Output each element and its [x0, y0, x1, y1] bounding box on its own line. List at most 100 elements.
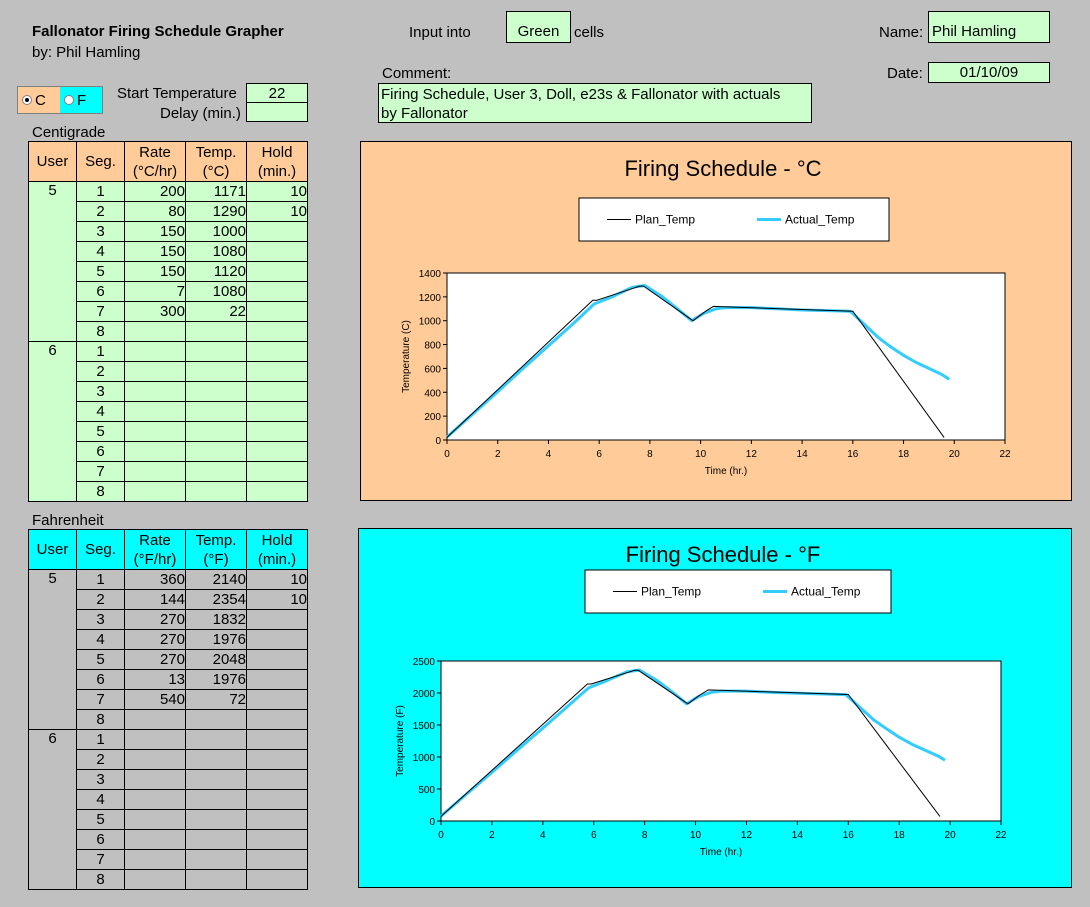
segment-cell: 1 — [76, 341, 125, 362]
user-cell[interactable]: 5 — [28, 569, 77, 730]
user-cell[interactable]: 6 — [28, 729, 77, 890]
date-field[interactable]: 01/10/09 — [928, 62, 1050, 83]
rate-cell[interactable] — [124, 481, 186, 502]
temp-cell[interactable] — [185, 421, 247, 442]
y-tick-label: 1000 — [413, 753, 436, 764]
rate-cell[interactable]: 7 — [124, 281, 186, 302]
hold-cell — [246, 769, 308, 790]
segment-cell: 2 — [76, 749, 125, 770]
temp-cell[interactable]: 1171 — [185, 181, 247, 202]
radio-fahrenheit[interactable]: F — [60, 87, 102, 113]
table-row: 8 — [29, 869, 308, 890]
rate-cell[interactable]: 200 — [124, 181, 186, 202]
x-tick-label: 0 — [438, 830, 444, 841]
temp-cell[interactable] — [185, 381, 247, 402]
rate-cell[interactable]: 150 — [124, 261, 186, 282]
segment-cell: 2 — [76, 361, 125, 382]
rate-cell: 360 — [124, 569, 186, 590]
hold-cell[interactable] — [246, 341, 308, 362]
segment-cell: 6 — [76, 441, 125, 462]
comment-field[interactable]: Firing Schedule, User 3, Doll, e23s & Fa… — [378, 83, 812, 123]
temp-cell[interactable] — [185, 441, 247, 462]
hold-cell[interactable] — [246, 221, 308, 242]
x-tick-label: 4 — [540, 830, 546, 841]
table-row: 5 270 2048 — [29, 649, 308, 670]
rate-cell[interactable] — [124, 421, 186, 442]
radio-fahrenheit-dot[interactable] — [64, 95, 74, 105]
chart-panel-celsius[interactable]: Firing Schedule - °C Plan_Temp Actual_Temp… — [360, 141, 1072, 501]
temp-cell[interactable]: 1000 — [185, 221, 247, 242]
hold-cell[interactable] — [246, 461, 308, 482]
rate-cell[interactable]: 80 — [124, 201, 186, 222]
segment-cell: 7 — [76, 849, 125, 870]
hold-cell[interactable] — [246, 361, 308, 382]
temp-cell[interactable] — [185, 321, 247, 342]
segment-cell: 4 — [76, 401, 125, 422]
temp-cell[interactable]: 22 — [185, 301, 247, 322]
name-field[interactable]: Phil Hamling — [928, 11, 1050, 43]
y-tick-label: 1500 — [413, 721, 436, 732]
y-tick-label: 200 — [424, 412, 441, 423]
hold-cell — [246, 609, 308, 630]
temp-cell[interactable]: 1120 — [185, 261, 247, 282]
hold-cell[interactable]: 10 — [246, 181, 308, 202]
temp-cell[interactable]: 1290 — [185, 201, 247, 222]
hold-cell[interactable] — [246, 421, 308, 442]
rate-cell[interactable] — [124, 441, 186, 462]
temp-cell[interactable] — [185, 361, 247, 382]
temp-cell[interactable] — [185, 341, 247, 362]
hold-cell[interactable] — [246, 401, 308, 422]
start-temp-field[interactable]: 22 — [246, 83, 308, 103]
hold-cell[interactable] — [246, 281, 308, 302]
rate-cell[interactable] — [124, 321, 186, 342]
hold-cell[interactable]: 10 — [246, 201, 308, 222]
temp-cell[interactable] — [185, 481, 247, 502]
delay-field[interactable] — [246, 102, 308, 122]
rate-cell[interactable] — [124, 361, 186, 382]
temp-cell[interactable]: 1080 — [185, 241, 247, 262]
hold-cell[interactable] — [246, 241, 308, 262]
y-tick-label: 2500 — [413, 657, 436, 668]
radio-celsius-dot[interactable] — [22, 95, 32, 105]
temp-cell: 2048 — [185, 649, 247, 670]
rate-cell — [124, 709, 186, 730]
temp-cell[interactable]: 1080 — [185, 281, 247, 302]
rate-cell[interactable]: 150 — [124, 241, 186, 262]
rate-cell[interactable] — [124, 461, 186, 482]
user-cell[interactable]: 5 — [28, 181, 77, 342]
hold-cell[interactable] — [246, 301, 308, 322]
header-seg: Seg. — [76, 529, 125, 570]
rate-cell[interactable]: 300 — [124, 301, 186, 322]
hold-cell[interactable] — [246, 441, 308, 462]
segment-cell: 4 — [76, 241, 125, 262]
hold-cell — [246, 849, 308, 870]
x-tick-label: 20 — [949, 449, 961, 460]
rate-cell — [124, 829, 186, 850]
y-tick-label: 1400 — [419, 269, 442, 280]
segment-cell: 8 — [76, 709, 125, 730]
user-cell[interactable]: 6 — [28, 341, 77, 502]
segment-cell: 5 — [76, 421, 125, 442]
radio-celsius[interactable]: C — [18, 87, 60, 113]
rate-cell — [124, 809, 186, 830]
y-tick-label: 2000 — [413, 689, 436, 700]
header-rate: Rate (°F/hr) — [124, 529, 186, 570]
segment-cell: 8 — [76, 869, 125, 890]
rate-cell[interactable] — [124, 381, 186, 402]
cells-label: cells — [574, 24, 605, 41]
table-row: 2 144 2354 10 — [29, 589, 308, 610]
rate-cell[interactable]: 150 — [124, 221, 186, 242]
segment-cell: 8 — [76, 321, 125, 342]
rate-cell[interactable] — [124, 401, 186, 422]
segment-cell: 5 — [76, 649, 125, 670]
hold-cell[interactable] — [246, 261, 308, 282]
temp-cell[interactable] — [185, 401, 247, 422]
rate-cell[interactable] — [124, 341, 186, 362]
hold-cell[interactable] — [246, 481, 308, 502]
segment-cell: 8 — [76, 481, 125, 502]
temp-cell[interactable] — [185, 461, 247, 482]
hold-cell[interactable] — [246, 381, 308, 402]
hold-cell[interactable] — [246, 321, 308, 342]
chart-panel-fahrenheit[interactable]: Firing Schedule - °F Plan_Temp Actual_Temp… — [358, 528, 1072, 888]
x-tick-label: 14 — [792, 830, 804, 841]
